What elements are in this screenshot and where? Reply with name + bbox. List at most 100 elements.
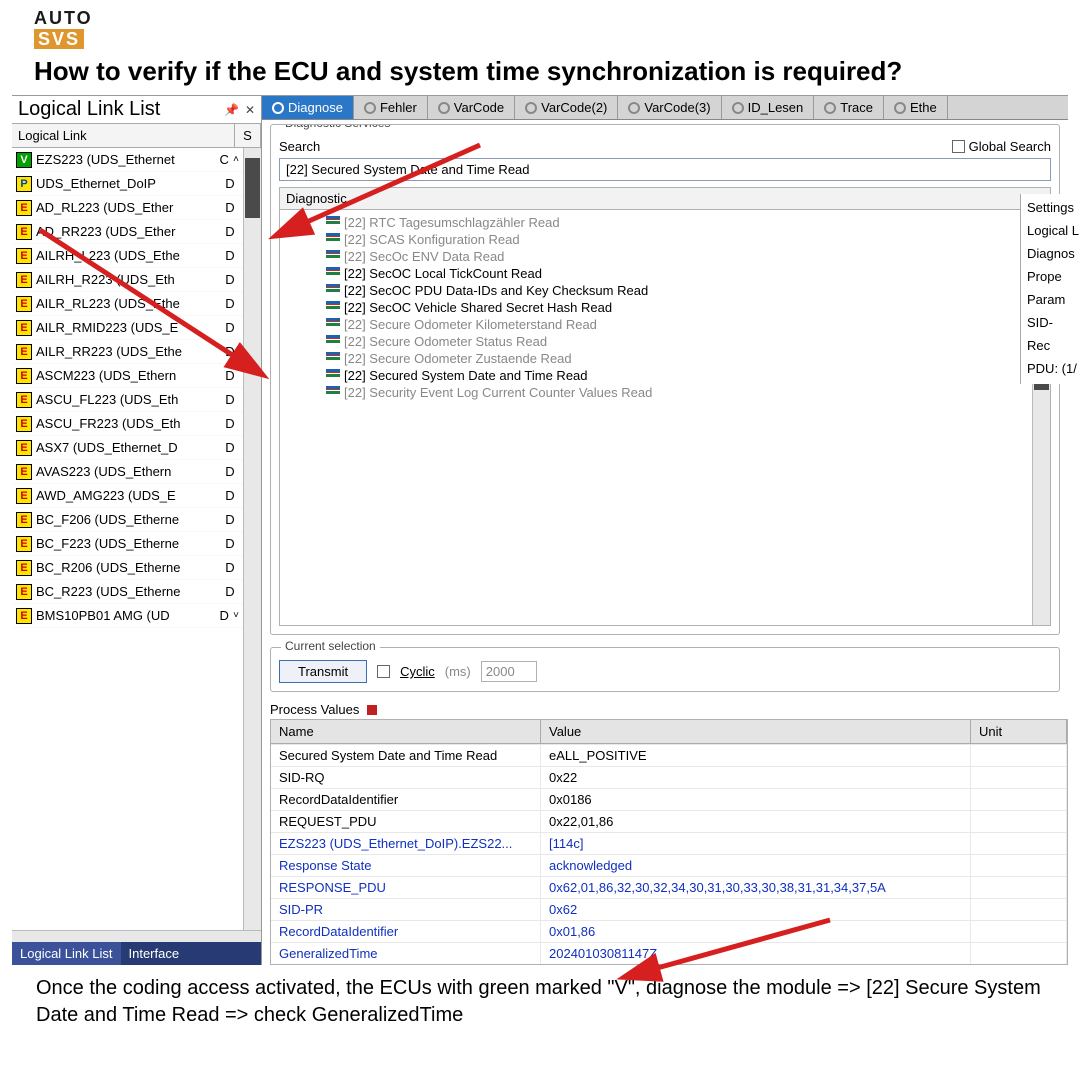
list-item[interactable]: EAD_RR223 (UDS_EtherD — [12, 220, 243, 244]
status-badge: E — [16, 536, 32, 552]
tree-item-icon — [326, 336, 340, 348]
tab-varcode(3)[interactable]: VarCode(3) — [618, 96, 721, 119]
link-name: ASCU_FL223 (UDS_Eth — [36, 392, 221, 407]
list-item[interactable]: EAILR_RMID223 (UDS_ED — [12, 316, 243, 340]
close-icon[interactable]: ✕ — [245, 103, 255, 117]
tab-trace[interactable]: Trace — [814, 96, 884, 119]
list-item[interactable]: EAILRH_R223 (UDS_EthD — [12, 268, 243, 292]
tab-varcode[interactable]: VarCode — [428, 96, 515, 119]
list-item[interactable]: EASX7 (UDS_Ethernet_DD — [12, 436, 243, 460]
table-row[interactable]: Secured System Date and Time ReadeALL_PO… — [271, 744, 1067, 766]
col-logical-link[interactable]: Logical Link — [12, 124, 235, 147]
tab-interface[interactable]: Interface — [121, 942, 188, 965]
tab-id_lesen[interactable]: ID_Lesen — [722, 96, 815, 119]
tree-item[interactable]: [22] Secure Odometer Status Read — [286, 333, 1026, 350]
list-item[interactable]: VEZS223 (UDS_EthernetC˄ — [12, 148, 243, 172]
pv-name: GeneralizedTime — [271, 942, 541, 964]
pv-unit — [971, 832, 1067, 854]
cyclic-ms-input[interactable]: 2000 — [481, 661, 537, 682]
tab-varcode(2)[interactable]: VarCode(2) — [515, 96, 618, 119]
table-row[interactable]: RecordDataIdentifier0x01,86 — [271, 920, 1067, 942]
scroll-thumb[interactable] — [245, 158, 260, 218]
link-s: D — [221, 536, 239, 551]
list-item[interactable]: EBC_R223 (UDS_EtherneD — [12, 580, 243, 604]
pv-col-unit[interactable]: Unit — [971, 720, 1067, 743]
table-row[interactable]: GeneralizedTime20240103081147Z — [271, 942, 1067, 964]
list-item[interactable]: EASCU_FR223 (UDS_EthD — [12, 412, 243, 436]
list-item[interactable]: EAWD_AMG223 (UDS_ED — [12, 484, 243, 508]
pin-icon[interactable]: 📌 — [224, 103, 239, 117]
sel-title: Current selection — [281, 639, 380, 653]
scrollbar-h[interactable] — [12, 930, 261, 942]
pv-name: RecordDataIdentifier — [271, 920, 541, 942]
pv-col-name[interactable]: Name — [271, 720, 541, 743]
transmit-button[interactable]: Transmit — [279, 660, 367, 683]
scrollbar[interactable] — [243, 148, 261, 930]
list-item[interactable]: EAVAS223 (UDS_EthernD — [12, 460, 243, 484]
tree-item-icon — [326, 217, 340, 229]
tree-item[interactable]: [22] Secure Odometer Zustaende Read — [286, 350, 1026, 367]
table-row[interactable]: RESPONSE_PDU0x62,01,86,32,30,32,34,30,31… — [271, 876, 1067, 898]
status-badge: E — [16, 488, 32, 504]
pv-value: 0x0186 — [541, 788, 971, 810]
tree-item[interactable]: [22] SecOC PDU Data-IDs and Key Checksum… — [286, 282, 1026, 299]
tree-item[interactable]: [22] RTC Tagesumschlagzähler Read — [286, 214, 1026, 231]
search-input[interactable]: [22] Secured System Date and Time Read — [279, 158, 1051, 181]
tree-item[interactable]: [22] SecOc ENV Data Read — [286, 248, 1026, 265]
cyclic-checkbox[interactable] — [377, 665, 390, 678]
tree-item[interactable]: [22] SecOC Local TickCount Read — [286, 265, 1026, 282]
tab-ring-icon — [438, 102, 450, 114]
link-s: D — [221, 368, 239, 383]
list-item[interactable]: EBC_F223 (UDS_EtherneD — [12, 532, 243, 556]
global-search-checkbox[interactable] — [952, 140, 965, 153]
tab-diagnose[interactable]: Diagnose — [262, 96, 354, 119]
tree-item[interactable]: [22] SecOC Vehicle Shared Secret Hash Re… — [286, 299, 1026, 316]
diagnostic-tree[interactable]: [22] RTC Tagesumschlagzähler Read[22] SC… — [280, 210, 1032, 625]
table-row[interactable]: REQUEST_PDU0x22,01,86 — [271, 810, 1067, 832]
pv-name: SID-RQ — [271, 766, 541, 788]
list-item[interactable]: EBC_R206 (UDS_EtherneD — [12, 556, 243, 580]
tree-item[interactable]: [22] SCAS Konfiguration Read — [286, 231, 1026, 248]
pv-name: SID-PR — [271, 898, 541, 920]
table-row[interactable]: SID-PR0x62 — [271, 898, 1067, 920]
tab-ring-icon — [272, 102, 284, 114]
col-s[interactable]: S — [235, 124, 261, 147]
list-item[interactable]: EAD_RL223 (UDS_EtherD — [12, 196, 243, 220]
status-badge: E — [16, 512, 32, 528]
side-panel: SettingsLogical LDiagnosPropeParamSID-Re… — [1020, 194, 1080, 384]
pv-name: REQUEST_PDU — [271, 810, 541, 832]
tab-fehler[interactable]: Fehler — [354, 96, 428, 119]
status-badge: E — [16, 584, 32, 600]
link-s: D — [221, 560, 239, 575]
app-window: Logical Link List 📌 ✕ Logical Link S VEZ… — [12, 95, 1068, 965]
link-name: AWD_AMG223 (UDS_E — [36, 488, 221, 503]
tab-ring-icon — [628, 102, 640, 114]
tree-item-icon — [326, 285, 340, 297]
tree-item[interactable]: [22] Security Event Log Current Counter … — [286, 384, 1026, 401]
table-row[interactable]: Response Stateacknowledged — [271, 854, 1067, 876]
search-label: Search — [279, 139, 320, 154]
tab-ring-icon — [824, 102, 836, 114]
list-item[interactable]: EAILRH_L223 (UDS_EtheD — [12, 244, 243, 268]
list-item[interactable]: EBC_F206 (UDS_EtherneD — [12, 508, 243, 532]
list-item[interactable]: EBMS10PB01 AMG (UDD˅ — [12, 604, 243, 628]
table-row[interactable]: SID-RQ0x22 — [271, 766, 1067, 788]
list-item[interactable]: EASCU_FL223 (UDS_EthD — [12, 388, 243, 412]
list-item[interactable]: EAILR_RR223 (UDS_EtheD — [12, 340, 243, 364]
pv-col-value[interactable]: Value — [541, 720, 971, 743]
status-badge: E — [16, 296, 32, 312]
tree-item[interactable]: [22] Secured System Date and Time Read — [286, 367, 1026, 384]
list-item[interactable]: PUDS_Ethernet_DoIPD — [12, 172, 243, 196]
table-row[interactable]: RecordDataIdentifier0x0186 — [271, 788, 1067, 810]
tab-logical-link-list[interactable]: Logical Link List — [12, 942, 121, 965]
pv-unit — [971, 744, 1067, 766]
pv-unit — [971, 854, 1067, 876]
list-item[interactable]: EASCM223 (UDS_EthernD — [12, 364, 243, 388]
logo-top: AUTO — [34, 8, 93, 28]
table-row[interactable]: EZS223 (UDS_Ethernet_DoIP).EZS22...[114c… — [271, 832, 1067, 854]
link-s: D — [221, 320, 239, 335]
pv-value: 0x62 — [541, 898, 971, 920]
tree-item[interactable]: [22] Secure Odometer Kilometerstand Read — [286, 316, 1026, 333]
tab-ethe[interactable]: Ethe — [884, 96, 948, 119]
list-item[interactable]: EAILR_RL223 (UDS_EtheD — [12, 292, 243, 316]
